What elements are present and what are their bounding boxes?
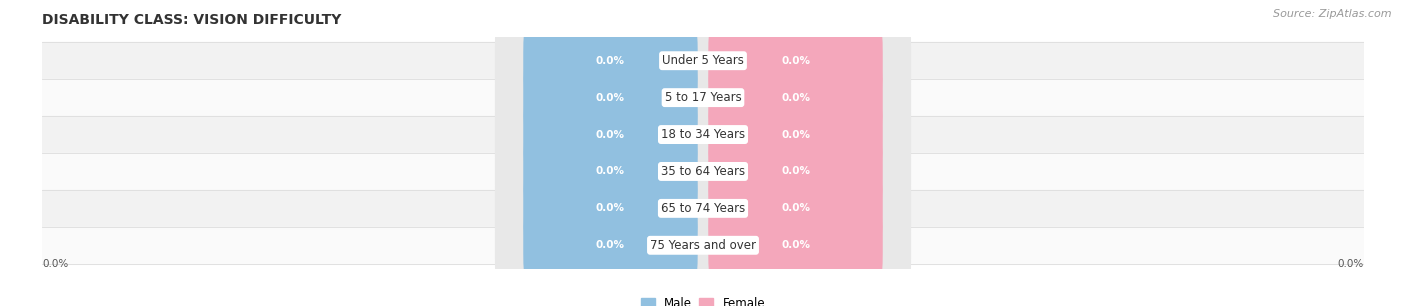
FancyBboxPatch shape <box>709 83 883 187</box>
FancyBboxPatch shape <box>495 0 911 126</box>
Bar <box>42 153 1364 190</box>
Text: Source: ZipAtlas.com: Source: ZipAtlas.com <box>1274 9 1392 19</box>
Text: 0.0%: 0.0% <box>780 93 810 103</box>
Text: 0.0%: 0.0% <box>596 240 626 250</box>
Text: 0.0%: 0.0% <box>596 56 626 66</box>
FancyBboxPatch shape <box>523 83 697 187</box>
Text: 18 to 34 Years: 18 to 34 Years <box>661 128 745 141</box>
FancyBboxPatch shape <box>709 156 883 260</box>
Bar <box>42 116 1364 153</box>
FancyBboxPatch shape <box>523 193 697 297</box>
Text: Under 5 Years: Under 5 Years <box>662 54 744 67</box>
FancyBboxPatch shape <box>709 193 883 297</box>
FancyBboxPatch shape <box>495 69 911 200</box>
Text: 0.0%: 0.0% <box>596 93 626 103</box>
Text: 0.0%: 0.0% <box>596 129 626 140</box>
Text: 0.0%: 0.0% <box>780 203 810 213</box>
Bar <box>42 190 1364 227</box>
Text: 35 to 64 Years: 35 to 64 Years <box>661 165 745 178</box>
FancyBboxPatch shape <box>709 119 883 223</box>
FancyBboxPatch shape <box>709 46 883 150</box>
Legend: Male, Female: Male, Female <box>636 292 770 306</box>
FancyBboxPatch shape <box>523 9 697 113</box>
Text: 0.0%: 0.0% <box>1337 259 1364 269</box>
Text: DISABILITY CLASS: VISION DIFFICULTY: DISABILITY CLASS: VISION DIFFICULTY <box>42 13 342 28</box>
Text: 0.0%: 0.0% <box>780 129 810 140</box>
FancyBboxPatch shape <box>495 33 911 162</box>
Text: 75 Years and over: 75 Years and over <box>650 239 756 252</box>
FancyBboxPatch shape <box>709 9 883 113</box>
FancyBboxPatch shape <box>495 106 911 237</box>
FancyBboxPatch shape <box>495 180 911 306</box>
Bar <box>42 79 1364 116</box>
Bar <box>42 227 1364 264</box>
FancyBboxPatch shape <box>523 119 697 223</box>
Text: 0.0%: 0.0% <box>780 56 810 66</box>
Text: 0.0%: 0.0% <box>42 259 69 269</box>
Text: 0.0%: 0.0% <box>596 203 626 213</box>
Text: 0.0%: 0.0% <box>596 166 626 177</box>
Text: 5 to 17 Years: 5 to 17 Years <box>665 91 741 104</box>
Text: 65 to 74 Years: 65 to 74 Years <box>661 202 745 215</box>
FancyBboxPatch shape <box>495 144 911 273</box>
FancyBboxPatch shape <box>523 156 697 260</box>
Text: 0.0%: 0.0% <box>780 240 810 250</box>
Text: 0.0%: 0.0% <box>780 166 810 177</box>
Bar <box>42 42 1364 79</box>
FancyBboxPatch shape <box>523 46 697 150</box>
